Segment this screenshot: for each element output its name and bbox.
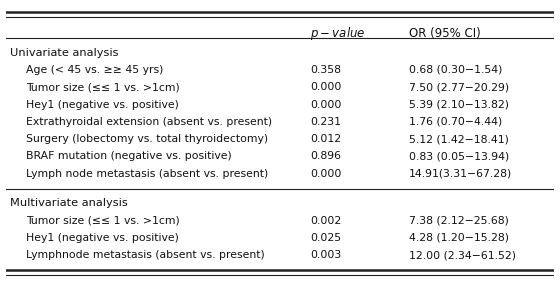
Text: 0.896: 0.896 bbox=[310, 151, 341, 161]
Text: Surgery (lobectomy vs. total thyroidectomy): Surgery (lobectomy vs. total thyroidecto… bbox=[26, 134, 269, 144]
Text: 7.38 (2.12−25.68): 7.38 (2.12−25.68) bbox=[409, 216, 509, 226]
Text: OR (95% CI): OR (95% CI) bbox=[409, 27, 480, 40]
Text: $p-$value: $p-$value bbox=[310, 25, 366, 42]
Text: 12.00 (2.34−61.52): 12.00 (2.34−61.52) bbox=[409, 250, 516, 260]
Text: 0.012: 0.012 bbox=[310, 134, 341, 144]
Text: 14.91(3.31−67.28): 14.91(3.31−67.28) bbox=[409, 169, 512, 178]
Text: 0.000: 0.000 bbox=[310, 82, 342, 92]
Text: Tumor size (≤≤ 1 vs. >1cm): Tumor size (≤≤ 1 vs. >1cm) bbox=[26, 82, 180, 92]
Text: BRAF mutation (negative vs. positive): BRAF mutation (negative vs. positive) bbox=[26, 151, 232, 161]
Text: 5.39 (2.10−13.82): 5.39 (2.10−13.82) bbox=[409, 100, 509, 110]
Text: Tumor size (≤≤ 1 vs. >1cm): Tumor size (≤≤ 1 vs. >1cm) bbox=[26, 216, 180, 226]
Text: Univariate analysis: Univariate analysis bbox=[10, 48, 119, 58]
Text: Hey1 (negative vs. positive): Hey1 (negative vs. positive) bbox=[26, 233, 179, 243]
Text: Hey1 (negative vs. positive): Hey1 (negative vs. positive) bbox=[26, 100, 179, 110]
Text: 0.002: 0.002 bbox=[310, 216, 342, 226]
Text: Lymph node metastasis (absent vs. present): Lymph node metastasis (absent vs. presen… bbox=[26, 169, 269, 178]
Text: 1.76 (0.70−4.44): 1.76 (0.70−4.44) bbox=[409, 117, 502, 127]
Text: 0.000: 0.000 bbox=[310, 100, 342, 110]
Text: 0.003: 0.003 bbox=[310, 250, 342, 260]
Text: 7.50 (2.77−20.29): 7.50 (2.77−20.29) bbox=[409, 82, 509, 92]
Text: Multivariate analysis: Multivariate analysis bbox=[10, 198, 128, 208]
Text: Age (< 45 vs. ≥≥ 45 yrs): Age (< 45 vs. ≥≥ 45 yrs) bbox=[26, 65, 164, 75]
Text: Extrathyroidal extension (absent vs. present): Extrathyroidal extension (absent vs. pre… bbox=[26, 117, 273, 127]
Text: 4.28 (1.20−15.28): 4.28 (1.20−15.28) bbox=[409, 233, 509, 243]
Text: 0.231: 0.231 bbox=[310, 117, 341, 127]
Text: 0.025: 0.025 bbox=[310, 233, 341, 243]
Text: 5.12 (1.42−18.41): 5.12 (1.42−18.41) bbox=[409, 134, 509, 144]
Text: Lymphnode metastasis (absent vs. present): Lymphnode metastasis (absent vs. present… bbox=[26, 250, 265, 260]
Text: 0.358: 0.358 bbox=[310, 65, 341, 75]
Text: 0.68 (0.30−1.54): 0.68 (0.30−1.54) bbox=[409, 65, 502, 75]
Text: 0.83 (0.05−13.94): 0.83 (0.05−13.94) bbox=[409, 151, 509, 161]
Text: 0.000: 0.000 bbox=[310, 169, 342, 178]
